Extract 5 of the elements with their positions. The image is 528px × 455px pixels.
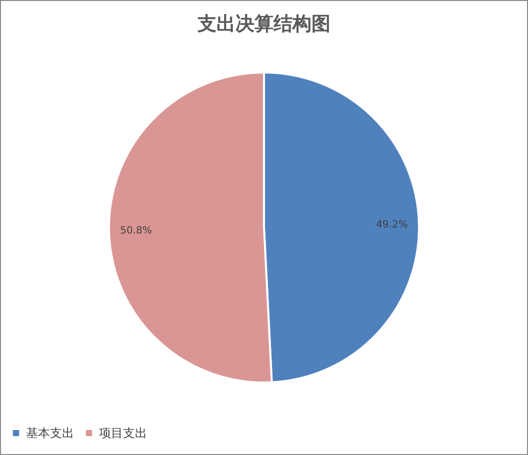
legend-label: 基本支出 xyxy=(26,426,74,440)
data-label: 50.8% xyxy=(120,226,152,237)
data-label: 49.2% xyxy=(376,219,408,230)
chart-title: 支出决算结构图 xyxy=(196,13,330,35)
legend-label: 项目支出 xyxy=(99,426,147,440)
